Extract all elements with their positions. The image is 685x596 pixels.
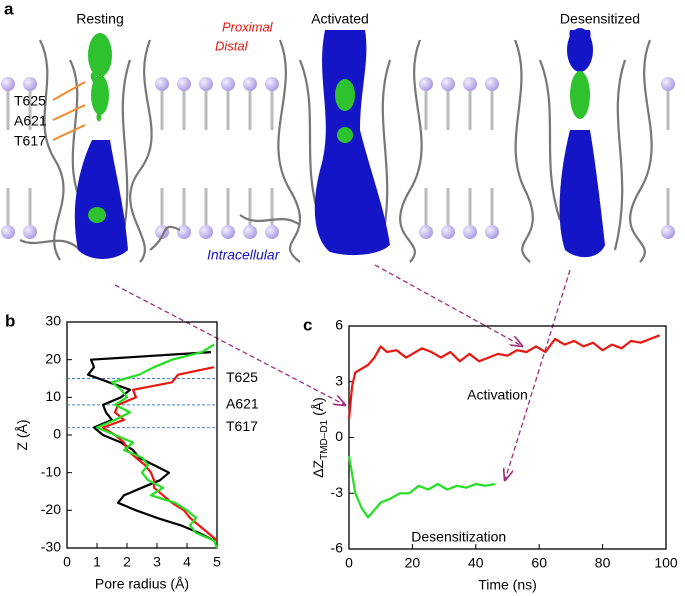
lipid-head [199,77,213,91]
state-label: Activated [311,11,369,27]
reference-label: T617 [226,418,258,434]
series-line [347,455,496,519]
y-tick-label: -20 [41,501,61,517]
membrane [1,77,675,239]
y-tick-label: 20 [45,350,61,366]
lipid-head [463,77,477,91]
y-tick-label: -10 [41,463,61,479]
series-line [86,351,215,542]
reference-label: T625 [226,369,258,385]
lipid-head [419,77,433,91]
x-tick-label: 2 [123,554,131,570]
series-label: Activation [467,386,528,402]
lipid-head [221,225,235,239]
state-label: Desensitized [560,11,640,27]
y-tick-label: 3 [335,372,343,388]
proximal-label: Proximal [222,19,274,34]
lipid-head [661,77,675,91]
y-tick-label: 0 [53,426,61,442]
lipid-head [485,225,499,239]
panel-label: c [303,315,312,334]
lipid-head [419,225,433,239]
x-axis-label: Time (ns) [478,577,537,593]
panel-label: b [5,311,15,330]
residue-label: T625 [14,93,46,109]
y-axis-label: Z (Å) [14,419,30,450]
lipid-head [177,225,191,239]
y-tick-label: 30 [45,313,61,329]
y-tick-label: 10 [45,388,61,404]
lipid-head [23,77,37,91]
x-tick-label: 60 [531,555,547,571]
y-label-subscript: TMD–D1 [319,419,330,459]
x-tick-label: 0 [63,554,71,570]
x-tick-label: 5 [213,554,221,570]
lipid-head [265,225,279,239]
state-label: Resting [76,11,123,27]
panel-label: a [4,0,14,18]
lipid-head [1,77,15,91]
residue-label: T617 [14,133,46,149]
lipid-head [177,77,191,91]
lipid-head [199,225,213,239]
lipid-head [265,77,279,91]
x-axis-label: Pore radius (Å) [95,576,189,592]
series-line [347,334,661,420]
lipid-head [441,77,455,91]
series-line [95,343,219,549]
y-tick-label: -6 [331,540,344,556]
y-tick-label: -30 [41,539,61,555]
x-tick-label: 80 [595,555,611,571]
series-label: Desensitization [411,529,506,545]
channels [19,28,653,263]
y-label-main: ΔZ [310,459,326,477]
lipid-head [23,225,37,239]
y-tick-label: -3 [331,484,344,500]
y-tick-label: 6 [335,317,343,333]
x-tick-label: 40 [468,555,484,571]
lipid-head [661,225,675,239]
plot-frame [348,325,667,550]
lipid-head [485,77,499,91]
intracellular-label: Intracellular [207,247,281,263]
lipid-head [1,225,15,239]
arrows [52,81,571,480]
residue-label: A621 [14,113,47,129]
y-label-main: Z (Å) [14,419,30,450]
x-tick-label: 1 [93,554,101,570]
x-tick-label: 3 [153,554,161,570]
x-tick-label: 100 [654,555,678,571]
series-line [101,366,218,542]
y-tick-label: 0 [335,428,343,444]
lipid-head [221,77,235,91]
distal-label: Distal [215,38,249,53]
lipid-head [155,77,169,91]
lipid-head [243,225,257,239]
y-label-unit: (Å) [310,397,326,416]
x-tick-label: 4 [183,554,191,570]
lipid-head [441,225,455,239]
lipid-head [463,225,477,239]
lipid-head [243,77,257,91]
x-tick-label: 20 [405,555,421,571]
x-tick-label: 0 [345,555,353,571]
reference-label: A621 [226,396,259,412]
y-axis-label: ΔZTMD–D1 (Å) [310,397,330,478]
